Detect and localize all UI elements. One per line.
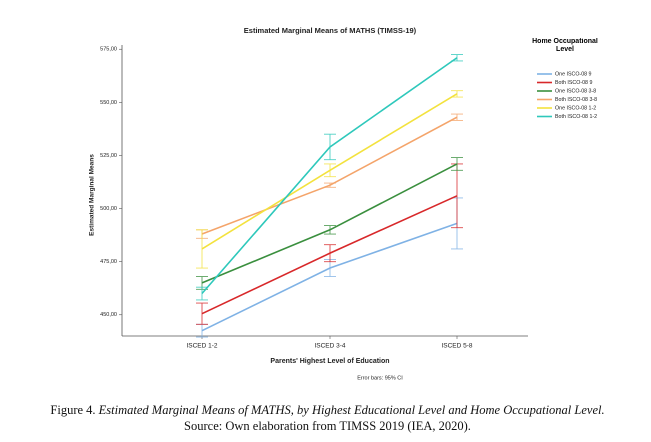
x-tick-label: ISCED 1-2 [186, 343, 217, 350]
y-tick-label: 575,00 [100, 47, 117, 53]
error-bar [451, 163, 463, 229]
error-bar [451, 54, 463, 62]
error-bar [451, 157, 463, 171]
x-axis-title: Parents' Highest Level of Education [270, 358, 389, 365]
note: Error bars: 95% CI [357, 375, 403, 381]
chart: Estimated Marginal Means of MATHS (TIMSS… [89, 26, 598, 381]
caption-source: Source: Own elaboration from TIMSS 2019 … [184, 419, 471, 433]
error-bar [324, 182, 336, 188]
error-bar [196, 323, 208, 338]
caption: Figure 4. Estimated Marginal Means of MA… [40, 402, 615, 434]
caption-label: Figure 4. [50, 403, 96, 417]
legend-title-box: Home Occupational Level [532, 38, 598, 53]
x-tick-label: ISCED 5-8 [441, 343, 472, 350]
error-bar [324, 244, 336, 263]
legend-label: One ISCO-08 1-2 [555, 105, 596, 111]
chart-title: Estimated Marginal Means of MATHS (TIMSS… [244, 26, 417, 35]
y-axis-title: Estimated Marginal Means [89, 154, 96, 236]
legend-label: Both ISCO-08 3-8 [555, 97, 597, 103]
error-bar [324, 133, 336, 161]
legend-label: Both ISCO-08 1-2 [555, 114, 597, 120]
series-line [201, 116, 458, 235]
error-bar [196, 286, 208, 301]
series-line [201, 195, 458, 315]
legend-title: Home Occupational Level [532, 38, 598, 53]
error-bar [451, 113, 463, 121]
series-line [201, 222, 458, 332]
y-tick-label: 550,00 [100, 100, 117, 106]
error-bar [324, 225, 336, 235]
legend-label: Both ISCO-08 9 [555, 80, 592, 86]
series-line [201, 57, 458, 295]
series-line [201, 163, 458, 284]
legend-label: One ISCO-08 9 [555, 71, 592, 77]
error-bar [451, 90, 463, 98]
error-bar [324, 163, 336, 178]
y-tick-label: 475,00 [100, 259, 117, 265]
y-tick-label: 450,00 [100, 312, 117, 318]
caption-title: Estimated Marginal Means of MATHS, by Hi… [98, 403, 605, 417]
legend-label: One ISCO-08 3-8 [555, 88, 596, 94]
x-tick-label: ISCED 3-4 [314, 343, 345, 350]
error-bar [196, 229, 208, 269]
error-bar [196, 302, 208, 325]
y-tick-label: 500,00 [100, 206, 117, 212]
y-tick-label: 525,00 [100, 153, 117, 159]
